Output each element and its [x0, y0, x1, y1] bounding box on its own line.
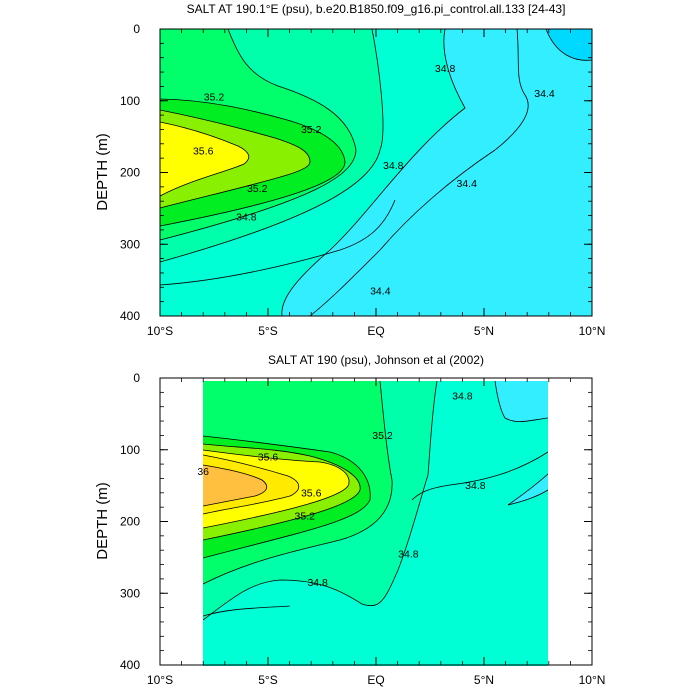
- y-tick-label: 200: [120, 515, 140, 529]
- contour-label-text: 34.8: [398, 548, 419, 560]
- contour-label-text: 35.2: [295, 510, 316, 522]
- contour-lines: [203, 381, 548, 621]
- contour-fills: [160, 29, 592, 316]
- contour-line: [160, 29, 357, 241]
- contour-line: [160, 199, 396, 286]
- contour-label: 34.4: [534, 88, 555, 100]
- contour-line: [203, 605, 291, 617]
- contour-label-text: 34.8: [307, 577, 328, 589]
- contour-label-text: 34.4: [370, 285, 391, 297]
- contour-label: 34.8: [465, 480, 486, 492]
- contour-line: [160, 109, 311, 209]
- contour-fills: [203, 381, 548, 666]
- contour-line: [160, 98, 346, 227]
- panel-model: SALT AT 190.1°E (psu), b.e20.B1850.f09_g…: [94, 2, 605, 338]
- y-tick-label: 100: [120, 94, 140, 108]
- contour-label: 35.2: [295, 510, 316, 522]
- contour-label-text: 34.4: [534, 88, 555, 100]
- x-tick-label: 10°N: [579, 324, 606, 338]
- axis-ticks: 10°S 5°S EQ 5°N 10°N 0 100 200 300 400: [120, 371, 605, 687]
- contour-label: 35.6: [193, 145, 214, 157]
- y-tick-label: 400: [120, 309, 140, 323]
- contour-line: [203, 435, 371, 559]
- contour-lines: [160, 29, 592, 316]
- contour-label-text: 34.8: [435, 63, 456, 75]
- contour-label: 34.8: [452, 390, 473, 402]
- fill-35.8: [160, 122, 249, 196]
- contour-label-text: 34.8: [383, 160, 404, 172]
- y-tick-label: 300: [120, 586, 140, 600]
- contour-line: [203, 464, 268, 507]
- y-tick-label: 400: [120, 658, 140, 672]
- contour-line: [160, 29, 384, 263]
- y-tick-label: 200: [120, 166, 140, 180]
- contour-label: 35.2: [247, 183, 268, 195]
- contour-label-text: 35.2: [247, 183, 268, 195]
- contour-label-text: 34.8: [236, 211, 257, 223]
- x-tick-label: EQ: [367, 673, 384, 687]
- contour-label: 35.2: [372, 430, 393, 442]
- contour-line: [203, 454, 300, 515]
- contour-label: 36: [197, 466, 209, 478]
- contour-line: [411, 451, 548, 501]
- contour-label-text: 35.6: [258, 451, 279, 463]
- x-tick-label: 5°S: [258, 673, 277, 687]
- contour-line: [507, 473, 548, 506]
- contour-line: [160, 121, 250, 197]
- y-tick-label: 300: [120, 237, 140, 251]
- x-tick-label: EQ: [367, 324, 384, 338]
- x-tick-label: 5°N: [474, 324, 494, 338]
- axis-ticks: 10°S 5°S EQ 5°N 10°N 0 100 200 300 400: [120, 22, 605, 338]
- contour-label: 35.6: [258, 451, 279, 463]
- y-tick-label: 100: [120, 443, 140, 457]
- contour-label-text: 36: [197, 466, 209, 478]
- panel-title: SALT AT 190 (psu), Johnson et al (2002): [268, 353, 484, 367]
- contour-line: [281, 29, 466, 316]
- fill-34.2: [546, 29, 592, 61]
- contour-label: 34.4: [370, 285, 391, 297]
- panel-observations: SALT AT 190 (psu), Johnson et al (2002): [94, 353, 605, 687]
- contour-label: 34.4: [457, 178, 478, 190]
- contour-label: 35.2: [301, 124, 322, 136]
- x-tick-label: 5°N: [474, 673, 494, 687]
- y-axis-label: DEPTH (m): [94, 133, 111, 211]
- contour-label: 34.8: [307, 577, 328, 589]
- contour-line: [309, 29, 529, 316]
- y-axis-label: DEPTH (m): [94, 482, 111, 560]
- contour-label: 35.6: [301, 487, 322, 499]
- contour-label: 34.8: [383, 160, 404, 172]
- contour-line: [203, 443, 361, 541]
- contour-line: [203, 381, 393, 585]
- contour-labels: 35.2 35.2 35.6 35.2 34.8 34.8 34.8 34.4 34.4 34.4: [193, 63, 555, 297]
- x-tick-label: 10°S: [147, 324, 173, 338]
- contour-label-text: 35.6: [193, 145, 214, 157]
- contour-label-text: 34.4: [457, 178, 478, 190]
- contour-label: 34.8: [435, 63, 456, 75]
- fill-36.2: [203, 465, 267, 506]
- contour-label-text: 35.2: [301, 124, 322, 136]
- contour-line: [545, 29, 592, 61]
- y-tick-label: 0: [133, 22, 140, 36]
- contour-label-text: 34.8: [465, 480, 486, 492]
- contour-label: 34.8: [398, 548, 419, 560]
- contour-label-text: 35.2: [372, 430, 393, 442]
- y-tick-label: 0: [133, 371, 140, 385]
- contour-label-text: 35.6: [301, 487, 322, 499]
- contour-line: [494, 381, 548, 423]
- contour-label-text: 34.8: [452, 390, 473, 402]
- fill-34.6: [495, 381, 548, 422]
- x-tick-label: 10°N: [579, 673, 606, 687]
- contour-line: [203, 381, 438, 621]
- panel-title: SALT AT 190.1°E (psu), b.e20.B1850.f09_g…: [187, 2, 566, 16]
- x-tick-label: 5°S: [258, 324, 277, 338]
- contour-label-text: 35.2: [204, 92, 225, 104]
- contour-label: 35.2: [204, 92, 225, 104]
- contour-label: 34.8: [236, 211, 257, 223]
- contour-line: [203, 449, 350, 529]
- contour-labels: 36 35.6 35.6 35.2 35.2 34.8 34.8 34.8 34.8: [197, 390, 486, 589]
- x-tick-label: 10°S: [147, 673, 173, 687]
